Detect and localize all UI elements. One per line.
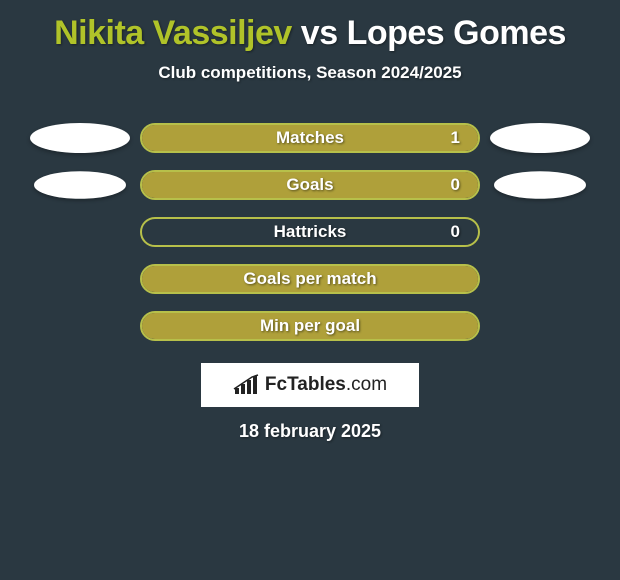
comparison-title: Nikita Vassiljev vs Lopes Gomes — [0, 0, 620, 53]
stat-bar: Hattricks0 — [140, 217, 480, 247]
chart-icon — [233, 374, 259, 396]
player2-ellipse — [490, 123, 590, 153]
stat-bar-fill — [142, 125, 478, 151]
ellipse-spacer — [30, 264, 130, 294]
stat-value: 1 — [451, 125, 460, 151]
ellipse-spacer — [30, 217, 130, 247]
branding-logo: FcTables.com — [201, 363, 419, 407]
stat-value: 0 — [451, 172, 460, 198]
logo-text: FcTables.com — [265, 374, 387, 396]
ellipse-spacer — [30, 311, 130, 341]
ellipse-spacer — [490, 311, 590, 341]
stat-bar-fill — [142, 266, 478, 292]
stat-row: Min per goal — [0, 311, 620, 341]
player1-ellipse — [30, 123, 130, 153]
stat-bar: Goals0 — [140, 170, 480, 200]
player2-ellipse — [494, 171, 586, 199]
player2-name: Lopes Gomes — [347, 14, 566, 52]
stat-row: Matches1 — [0, 123, 620, 153]
stat-bar: Matches1 — [140, 123, 480, 153]
vs-separator: vs — [301, 14, 338, 52]
stat-value: 0 — [451, 219, 460, 245]
stat-bar-fill — [142, 313, 478, 339]
player1-name: Nikita Vassiljev — [54, 14, 292, 52]
stat-label: Hattricks — [142, 222, 478, 242]
stat-bar: Min per goal — [140, 311, 480, 341]
stats-container: Matches1Goals0Hattricks0Goals per matchM… — [0, 123, 620, 341]
stat-bar: Goals per match — [140, 264, 480, 294]
logo-text-bold: FcTables — [265, 374, 346, 395]
stat-bar-fill — [142, 172, 478, 198]
subtitle: Club competitions, Season 2024/2025 — [0, 63, 620, 83]
player1-ellipse — [34, 171, 126, 199]
stat-row: Goals per match — [0, 264, 620, 294]
footer-date: 18 february 2025 — [0, 421, 620, 442]
ellipse-spacer — [490, 217, 590, 247]
logo-text-light: .com — [346, 374, 387, 395]
ellipse-spacer — [490, 264, 590, 294]
stat-row: Goals0 — [0, 170, 620, 200]
stat-row: Hattricks0 — [0, 217, 620, 247]
